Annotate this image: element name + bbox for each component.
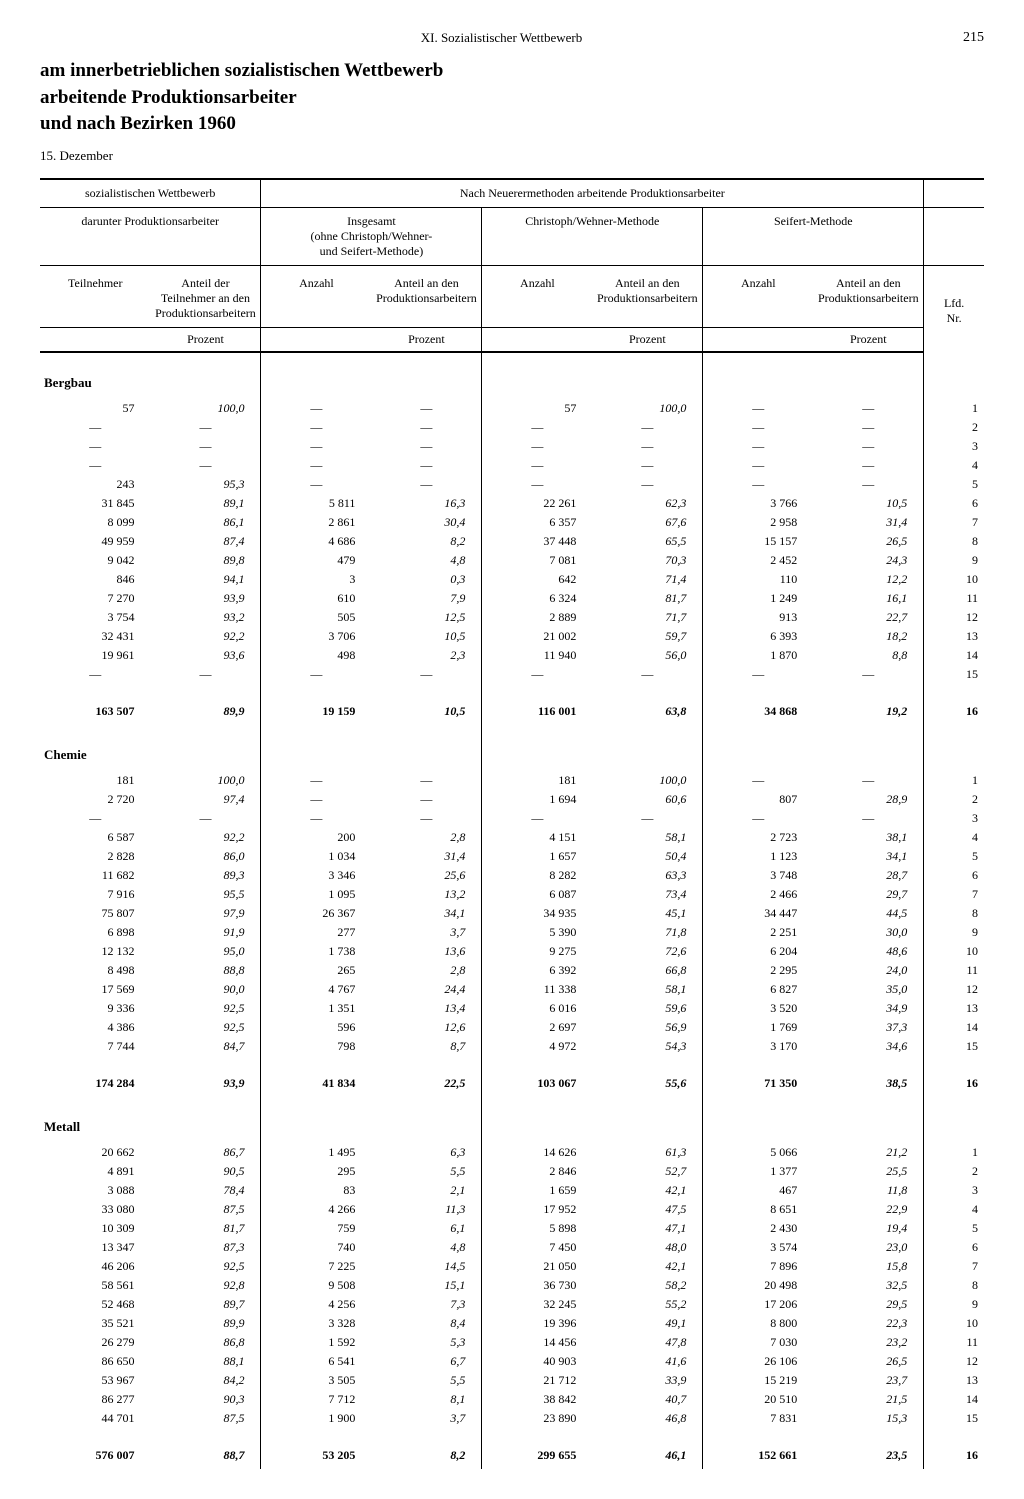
table-row: 9 33692,51 35113,46 01659,63 52034,913 bbox=[40, 999, 984, 1018]
table-row: 19 96193,64982,311 94056,01 8708,814 bbox=[40, 646, 984, 665]
table-row: 86 27790,37 7128,138 84240,720 51021,514 bbox=[40, 1390, 984, 1409]
col-anzahl-1: Anzahl bbox=[261, 265, 371, 327]
table-row: 32 43192,23 70610,521 00259,76 39318,213 bbox=[40, 627, 984, 646]
table-row: 84694,130,364271,411012,210 bbox=[40, 570, 984, 589]
running-header: XI. Sozialistischer Wettbewerb 215 bbox=[40, 30, 984, 46]
table-row: 12 13295,01 73813,69 27572,66 20448,610 bbox=[40, 942, 984, 961]
col-anzahl-2: Anzahl bbox=[482, 265, 592, 327]
table-row: 576 00788,753 2058,2299 65546,1152 66123… bbox=[40, 1438, 984, 1469]
table-row: 9 04289,84794,87 08170,32 45224,39 bbox=[40, 551, 984, 570]
table-row: 4 38692,559612,62 69756,91 76937,314 bbox=[40, 1018, 984, 1037]
table-row: 58 56192,89 50815,136 73058,220 49832,58 bbox=[40, 1276, 984, 1295]
table-row: 24395,3——————5 bbox=[40, 475, 984, 494]
table-row: 3 08878,4832,11 65942,146711,83 bbox=[40, 1181, 984, 1200]
table-row: 13 34787,37404,87 45048,03 57423,06 bbox=[40, 1238, 984, 1257]
table-row: 11 68289,33 34625,68 28263,33 74828,76 bbox=[40, 866, 984, 885]
table-row: 7 91695,51 09513,26 08773,42 46629,77 bbox=[40, 885, 984, 904]
table-row: 181100,0——181100,0——1 bbox=[40, 771, 984, 790]
table-row: 7 27093,96107,96 32481,71 24916,111 bbox=[40, 589, 984, 608]
table-row: 2 82886,01 03431,41 65750,41 12334,15 bbox=[40, 847, 984, 866]
table-row: ————————15 bbox=[40, 665, 984, 684]
table-row: 2 72097,4——1 69460,680728,92 bbox=[40, 790, 984, 809]
table-row: 52 46889,74 2567,332 24555,217 20629,59 bbox=[40, 1295, 984, 1314]
table-row: ————————3 bbox=[40, 809, 984, 828]
table-row: 26 27986,81 5925,314 45647,87 03023,211 bbox=[40, 1333, 984, 1352]
table-row: 7 74484,77988,74 97254,33 17034,615 bbox=[40, 1037, 984, 1056]
col-anteil-1: Anteil an den Produktions­arbeitern bbox=[371, 265, 481, 327]
table-row: 8 09986,12 86130,46 35767,62 95831,47 bbox=[40, 513, 984, 532]
header-sub-left: darunter Produktionsarbeiter bbox=[40, 207, 261, 265]
table-row: 86 65088,16 5416,740 90341,626 10626,512 bbox=[40, 1352, 984, 1371]
table-row: 49 95987,44 6868,237 44865,515 15726,58 bbox=[40, 532, 984, 551]
table-row: 17 56990,04 76724,411 33858,16 82735,012 bbox=[40, 980, 984, 999]
table-row: ————————2 bbox=[40, 418, 984, 437]
col-anteil-teilnehmer: Anteil der Teilnehmer an den Produktions… bbox=[150, 265, 260, 327]
col-anteil-2: Anteil an den Produktions­arbeitern bbox=[592, 265, 702, 327]
table-row: 10 30981,77596,15 89847,12 43019,45 bbox=[40, 1219, 984, 1238]
header-group-right: Nach Neuerermethoden arbeitende Produkti… bbox=[261, 179, 924, 208]
header-sub-insgesamt: Insgesamt (ohne Christoph/Wehner- und Se… bbox=[261, 207, 482, 265]
table-row: 4 89190,52955,52 84652,71 37725,52 bbox=[40, 1162, 984, 1181]
table-row: 20 66286,71 4956,314 62661,35 06621,21 bbox=[40, 1143, 984, 1162]
table-row: 8 49888,82652,86 39266,82 29524,011 bbox=[40, 961, 984, 980]
table-row: 57100,0——57100,0——1 bbox=[40, 399, 984, 418]
header-sub-cw: Christoph/Wehner-Methode bbox=[482, 207, 703, 265]
table-row: 53 96784,23 5055,521 71233,915 21923,713 bbox=[40, 1371, 984, 1390]
col-anteil-3: Anteil an den Produktions­arbeitern bbox=[813, 265, 923, 327]
page-number: 215 bbox=[963, 30, 984, 46]
table-row: ————————4 bbox=[40, 456, 984, 475]
table-row: 75 80797,926 36734,134 93545,134 44744,5… bbox=[40, 904, 984, 923]
table-row: 174 28493,941 83422,5103 06755,671 35038… bbox=[40, 1066, 984, 1097]
col-teilnehmer: Teilnehmer bbox=[40, 265, 150, 327]
col-anzahl-3: Anzahl bbox=[703, 265, 813, 327]
header-sub-seifert: Seifert-Methode bbox=[703, 207, 924, 265]
table-row: 3 75493,250512,52 88971,791322,712 bbox=[40, 608, 984, 627]
table-row: 6 58792,22002,84 15158,12 72338,14 bbox=[40, 828, 984, 847]
section-heading: Chemie bbox=[40, 725, 984, 771]
table-row: 33 08087,54 26611,317 95247,58 65122,94 bbox=[40, 1200, 984, 1219]
chapter-title: XI. Sozialistischer Wettbewerb bbox=[40, 30, 963, 46]
col-lfd-nr: Lfd. Nr. bbox=[924, 265, 984, 352]
survey-date: 15. Dezember bbox=[40, 148, 984, 164]
table-row: 44 70187,51 9003,723 89046,87 83115,315 bbox=[40, 1409, 984, 1428]
table-row: 163 50789,919 15910,5116 00163,834 86819… bbox=[40, 694, 984, 725]
statistics-table: sozialistischen Wettbewerb Nach Neuererm… bbox=[40, 178, 984, 1469]
header-group-left: sozialistischen Wettbewerb bbox=[40, 179, 261, 208]
table-row: 6 89891,92773,75 39071,82 25130,09 bbox=[40, 923, 984, 942]
table-row: 46 20692,57 22514,521 05042,17 89615,87 bbox=[40, 1257, 984, 1276]
table-row: 35 52189,93 3288,419 39649,18 80022,310 bbox=[40, 1314, 984, 1333]
table-row: ————————3 bbox=[40, 437, 984, 456]
section-heading: Metall bbox=[40, 1097, 984, 1143]
page-title: am innerbetrieblichen sozialistischen We… bbox=[40, 58, 984, 138]
table-row: 31 84589,15 81116,322 26162,33 76610,56 bbox=[40, 494, 984, 513]
section-heading: Bergbau bbox=[40, 352, 984, 399]
